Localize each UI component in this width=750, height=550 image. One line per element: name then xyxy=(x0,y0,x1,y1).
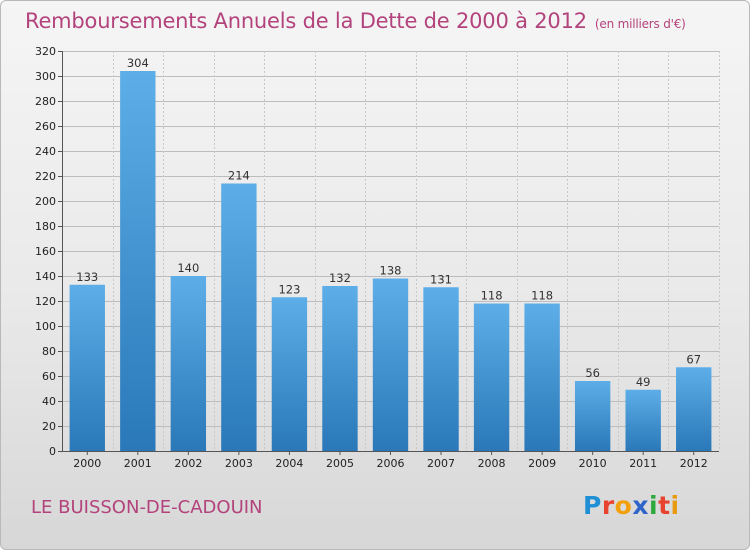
logo-letter: P xyxy=(583,491,602,520)
bar xyxy=(69,284,105,451)
x-tick-label: 2010 xyxy=(579,457,607,470)
x-tick-label: 2004 xyxy=(275,457,303,470)
bar-value-label: 67 xyxy=(686,352,701,366)
y-tick-label: 220 xyxy=(35,170,56,183)
y-tick-label: 80 xyxy=(42,345,56,358)
bar xyxy=(221,183,257,451)
bar xyxy=(574,381,611,451)
y-tick-label: 140 xyxy=(35,270,56,283)
bar-value-label: 132 xyxy=(329,271,351,285)
logo-letter: o xyxy=(614,491,633,520)
logo-letter: i xyxy=(649,491,659,520)
chart-subtitle: (en milliers d'€) xyxy=(594,17,686,31)
chart-title-text: Remboursements Annuels de la Dette de 20… xyxy=(25,9,587,33)
logo-letter: i xyxy=(670,491,680,520)
bar xyxy=(271,297,308,451)
bar-value-label: 304 xyxy=(127,56,149,70)
chart-title: Remboursements Annuels de la Dette de 20… xyxy=(25,9,686,33)
logo-letter: r xyxy=(601,491,615,520)
bars xyxy=(69,71,712,451)
logo-letter: x xyxy=(632,491,649,520)
x-tick-label: 2011 xyxy=(629,457,657,470)
bar xyxy=(423,287,459,451)
bar-value-label: 118 xyxy=(481,289,503,303)
y-tick-label: 160 xyxy=(35,245,56,258)
bar xyxy=(322,286,358,451)
bar-value-label: 123 xyxy=(278,282,300,296)
bar-value-label: 56 xyxy=(585,366,600,380)
x-tick-label: 2003 xyxy=(225,457,253,470)
bar-value-label: 131 xyxy=(430,272,452,286)
y-tick-label: 100 xyxy=(35,320,56,333)
x-tick-label: 2000 xyxy=(73,457,101,470)
bar xyxy=(170,276,207,451)
y-tick-label: 280 xyxy=(35,95,56,108)
bar-value-label: 140 xyxy=(177,261,199,275)
bar-value-label: 118 xyxy=(531,289,553,303)
x-tick-label: 2007 xyxy=(427,457,455,470)
y-tick-label: 260 xyxy=(35,120,56,133)
x-tick-label: 2009 xyxy=(528,457,556,470)
proxiti-logo: Proxiti xyxy=(583,491,680,520)
commune-name: LE BUISSON-DE-CADOUIN xyxy=(31,497,263,518)
y-tick-label: 40 xyxy=(42,395,56,408)
x-tick-label: 2012 xyxy=(680,457,708,470)
y-tick-label: 20 xyxy=(42,420,56,433)
x-tick-label: 2005 xyxy=(326,457,354,470)
bar-value-label: 49 xyxy=(636,375,651,389)
y-tick-label: 180 xyxy=(35,220,56,233)
x-tick-label: 2002 xyxy=(174,457,202,470)
bar xyxy=(625,389,661,451)
bar xyxy=(524,303,560,451)
bar xyxy=(120,71,156,451)
bar xyxy=(676,367,712,451)
y-tick-label: 240 xyxy=(35,145,56,158)
y-tick-label: 300 xyxy=(35,70,56,83)
bar-value-label: 133 xyxy=(76,270,98,284)
y-tick-label: 320 xyxy=(35,45,56,58)
y-tick-label: 60 xyxy=(42,370,56,383)
y-tick-label: 0 xyxy=(49,445,56,458)
y-tick-label: 200 xyxy=(35,195,56,208)
x-tick-label: 2008 xyxy=(478,457,506,470)
logo-letter: t xyxy=(658,491,671,520)
axes: 0 20 40 60 80 100 120 140 160 180 200 220 240 260 280 3… xyxy=(35,45,719,470)
y-tick-label: 120 xyxy=(35,295,56,308)
bar-value-label: 214 xyxy=(228,169,250,183)
bar xyxy=(372,278,409,451)
x-tick-label: 2001 xyxy=(124,457,152,470)
data-labels: 133 304 140 214 123 132 138 131 118 118 56 49 67 xyxy=(76,56,701,389)
x-tick-label: 2006 xyxy=(377,457,405,470)
bar xyxy=(473,303,510,451)
bar-value-label: 138 xyxy=(380,264,402,278)
